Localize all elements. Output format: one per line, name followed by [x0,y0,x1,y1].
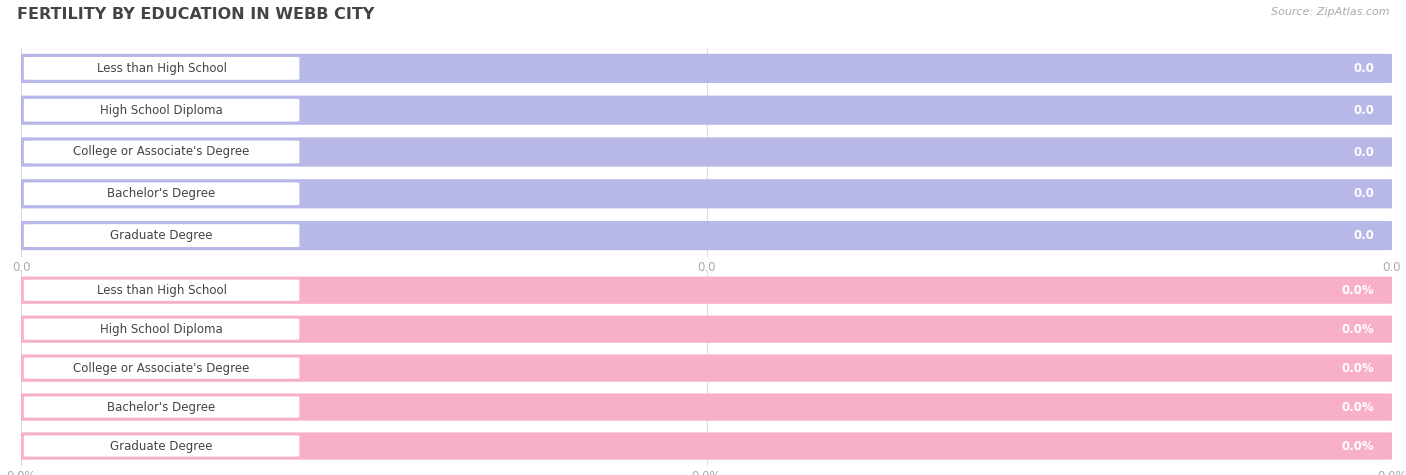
Text: Bachelor's Degree: Bachelor's Degree [107,187,215,200]
Text: College or Associate's Degree: College or Associate's Degree [73,361,250,375]
FancyBboxPatch shape [24,436,299,456]
FancyBboxPatch shape [11,179,1395,209]
FancyBboxPatch shape [11,137,1395,167]
Text: 0.0%: 0.0% [1341,400,1374,414]
FancyBboxPatch shape [24,141,299,163]
Text: 0.0: 0.0 [1353,145,1374,159]
Text: 0.0: 0.0 [1353,104,1374,117]
FancyBboxPatch shape [11,54,1395,83]
FancyBboxPatch shape [11,221,1395,250]
FancyBboxPatch shape [11,221,1395,250]
FancyBboxPatch shape [11,315,1395,343]
Text: Bachelor's Degree: Bachelor's Degree [107,400,215,414]
Text: Less than High School: Less than High School [97,284,226,297]
FancyBboxPatch shape [24,319,299,340]
FancyBboxPatch shape [11,432,1395,460]
FancyBboxPatch shape [11,393,1395,421]
Text: 0.0: 0.0 [1353,187,1374,200]
Text: 0.0%: 0.0% [1341,323,1374,336]
FancyBboxPatch shape [11,137,1395,167]
Text: 0.0%: 0.0% [1341,361,1374,375]
Text: FERTILITY BY EDUCATION IN WEBB CITY: FERTILITY BY EDUCATION IN WEBB CITY [17,7,374,22]
FancyBboxPatch shape [24,99,299,122]
Text: Graduate Degree: Graduate Degree [110,229,212,242]
FancyBboxPatch shape [11,179,1395,209]
Text: Less than High School: Less than High School [97,62,226,75]
FancyBboxPatch shape [11,276,1395,304]
FancyBboxPatch shape [11,354,1395,382]
FancyBboxPatch shape [24,57,299,80]
Text: 0.0%: 0.0% [1341,284,1374,297]
FancyBboxPatch shape [11,354,1395,382]
Text: College or Associate's Degree: College or Associate's Degree [73,145,250,159]
Text: Graduate Degree: Graduate Degree [110,439,212,453]
FancyBboxPatch shape [24,397,299,418]
Text: Source: ZipAtlas.com: Source: ZipAtlas.com [1271,7,1389,17]
Text: 0.0: 0.0 [1353,62,1374,75]
FancyBboxPatch shape [11,432,1395,460]
FancyBboxPatch shape [11,276,1395,304]
Text: 0.0%: 0.0% [1341,439,1374,453]
FancyBboxPatch shape [11,95,1395,125]
FancyBboxPatch shape [11,315,1395,343]
Text: High School Diploma: High School Diploma [100,323,224,336]
FancyBboxPatch shape [11,95,1395,125]
FancyBboxPatch shape [24,358,299,379]
FancyBboxPatch shape [24,224,299,247]
FancyBboxPatch shape [24,280,299,301]
FancyBboxPatch shape [11,393,1395,421]
FancyBboxPatch shape [11,54,1395,83]
Text: 0.0: 0.0 [1353,229,1374,242]
FancyBboxPatch shape [24,182,299,205]
Text: High School Diploma: High School Diploma [100,104,224,117]
